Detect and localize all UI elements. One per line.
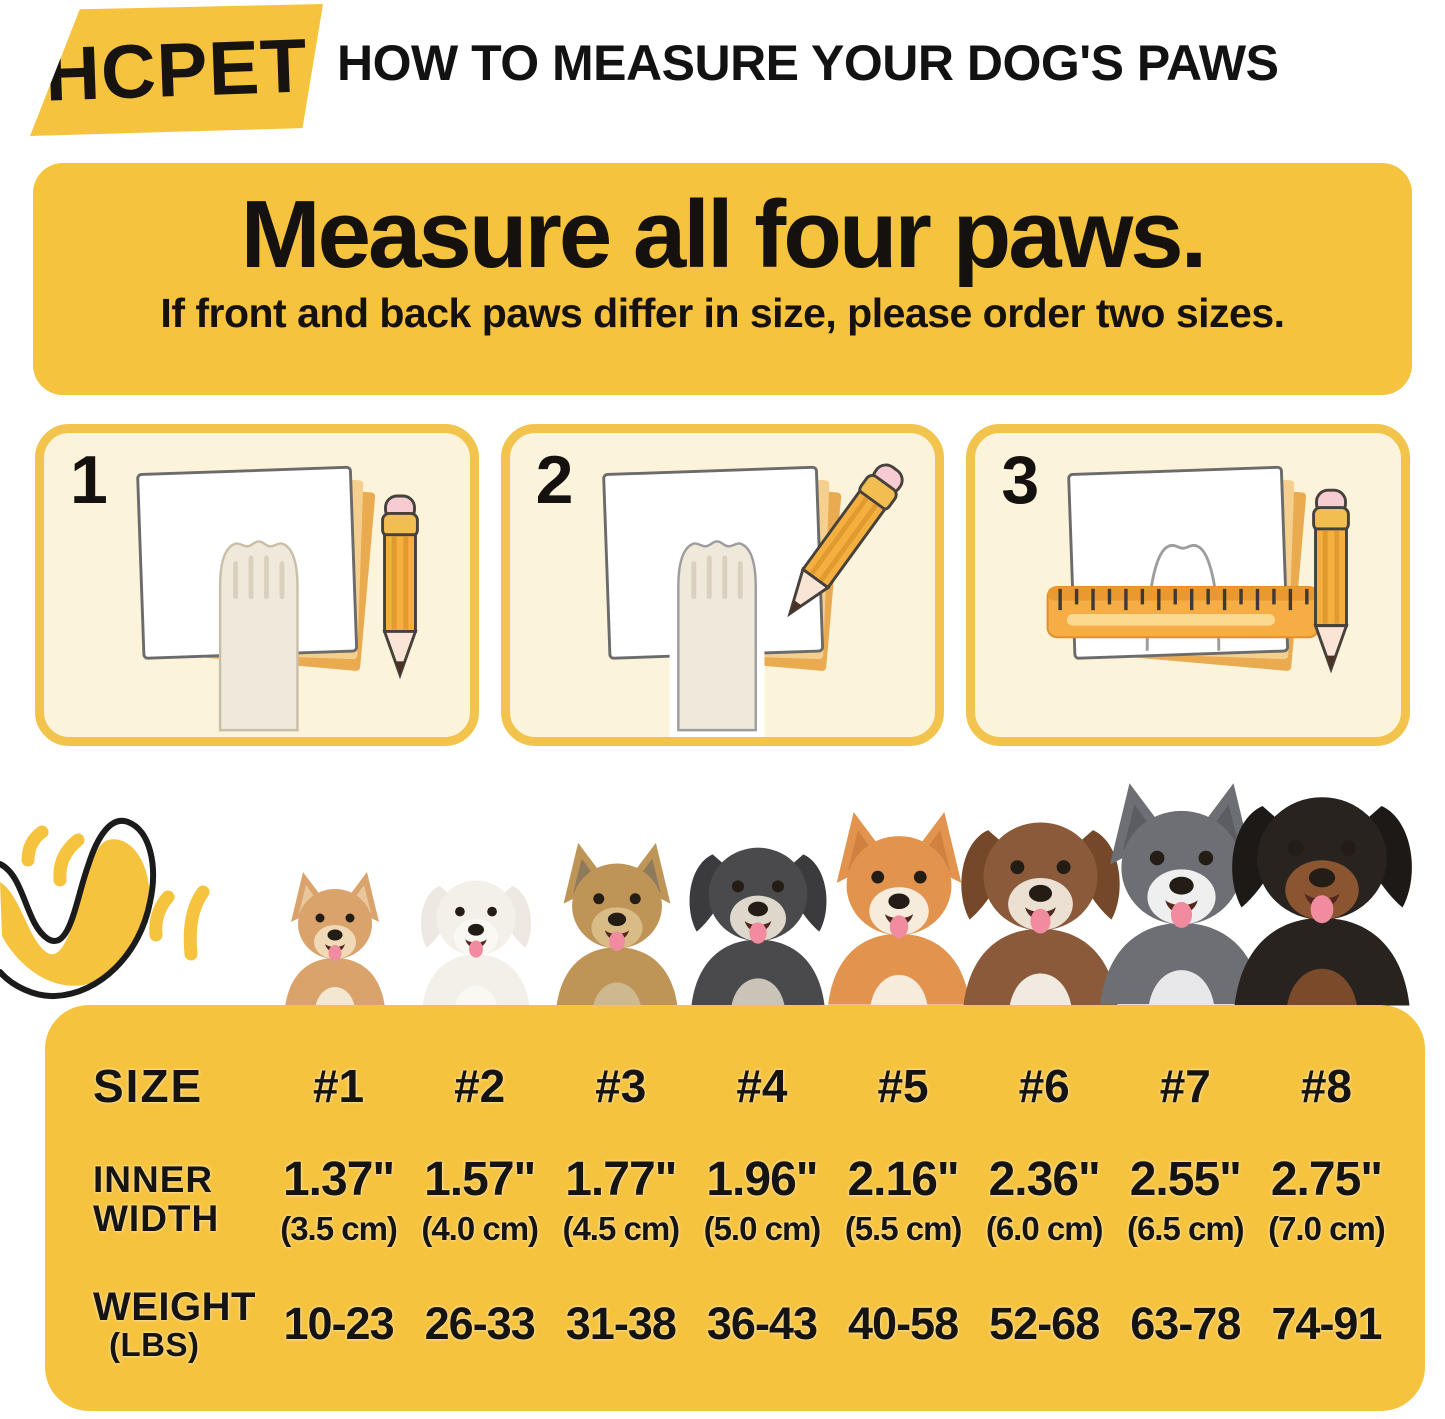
dog-photo-bichon-frise xyxy=(420,880,532,1008)
measure-banner: Measure all four paws. If front and back… xyxy=(33,163,1412,395)
size-cell: #7 xyxy=(1159,1060,1211,1113)
step-number: 2 xyxy=(535,442,574,518)
size-chart: SIZE #1 #2 #3 #4 #5 #6 #7 #8 INNER WIDTH… xyxy=(45,1005,1425,1411)
inner-width-row-label: INNER WIDTH xyxy=(93,1158,220,1239)
page-title: HOW TO MEASURE YOUR DOG'S PAWS xyxy=(337,35,1279,91)
weight-cell: 40-58 xyxy=(848,1298,959,1350)
banner-headline: Measure all four paws. xyxy=(240,181,1208,288)
ruler-measuring-illustration xyxy=(1046,465,1401,673)
brand-logo: HCPET xyxy=(30,4,323,136)
inner-width-cell: 1.57" (4.0 cm) xyxy=(421,1152,539,1247)
inner-width-cell: 2.36" (6.0 cm) xyxy=(985,1152,1104,1247)
inner-width-cell: 1.37" (3.5 cm) xyxy=(280,1152,398,1247)
size-cell: #8 xyxy=(1300,1060,1353,1113)
weight-row-label: WEIGHT (LBS) xyxy=(93,1284,256,1363)
dog-breed-lineup xyxy=(0,750,1445,1008)
dog-photo-yorkshire-terrier xyxy=(556,842,678,1008)
pencil-tracing-paw-illustration xyxy=(601,433,936,737)
step-card-1: 1 xyxy=(35,424,479,746)
inner-width-cell: 2.16" (5.5 cm) xyxy=(844,1152,963,1247)
inner-width-cell: 2.75" (7.0 cm) xyxy=(1268,1152,1386,1247)
weight-cell: 10-23 xyxy=(283,1298,395,1350)
measuring-steps: 1 2 3 xyxy=(35,424,1410,746)
weight-row: WEIGHT (LBS) 10-23 26-33 31-38 36-43 40-… xyxy=(73,1286,1397,1363)
size-row-label: SIZE xyxy=(93,1060,204,1113)
inner-width-row: INNER WIDTH 1.37" (3.5 cm) 1.57" (4.0 cm… xyxy=(73,1152,1397,1248)
size-row: SIZE #1 #2 #3 #4 #5 #6 #7 #8 xyxy=(73,1059,1397,1113)
size-cell: #6 xyxy=(1018,1060,1070,1113)
size-cell: #3 xyxy=(595,1060,647,1113)
weight-cell: 63-78 xyxy=(1130,1298,1241,1350)
step-card-3: 3 xyxy=(966,424,1410,746)
inner-width-cell: 1.77" (4.5 cm) xyxy=(562,1152,680,1247)
squiggle-decoration xyxy=(0,817,210,1000)
size-cell: #1 xyxy=(312,1060,365,1113)
paw-on-paper-illustration xyxy=(136,465,470,732)
step-number: 3 xyxy=(1001,442,1040,518)
size-cell: #2 xyxy=(454,1060,506,1113)
step-number: 1 xyxy=(70,442,108,518)
weight-cell: 31-38 xyxy=(565,1298,677,1350)
weight-cell: 52-68 xyxy=(989,1298,1100,1350)
size-cell: #4 xyxy=(736,1060,788,1113)
dog-photo-rottweiler xyxy=(1232,797,1412,1006)
dog-photo-chihuahua xyxy=(285,872,385,1008)
step-card-2: 2 xyxy=(500,424,945,746)
weight-cell: 26-33 xyxy=(424,1298,536,1350)
banner-subheadline: If front and back paws differ in size, p… xyxy=(160,289,1285,336)
inner-width-cell: 2.55" (6.5 cm) xyxy=(1126,1152,1245,1247)
weight-cell: 36-43 xyxy=(706,1298,818,1350)
weight-cell: 74-91 xyxy=(1271,1298,1382,1350)
inner-width-cell: 1.96" (5.0 cm) xyxy=(703,1152,822,1247)
brand-name: HCPET xyxy=(43,22,310,118)
size-cell: #5 xyxy=(877,1060,929,1113)
